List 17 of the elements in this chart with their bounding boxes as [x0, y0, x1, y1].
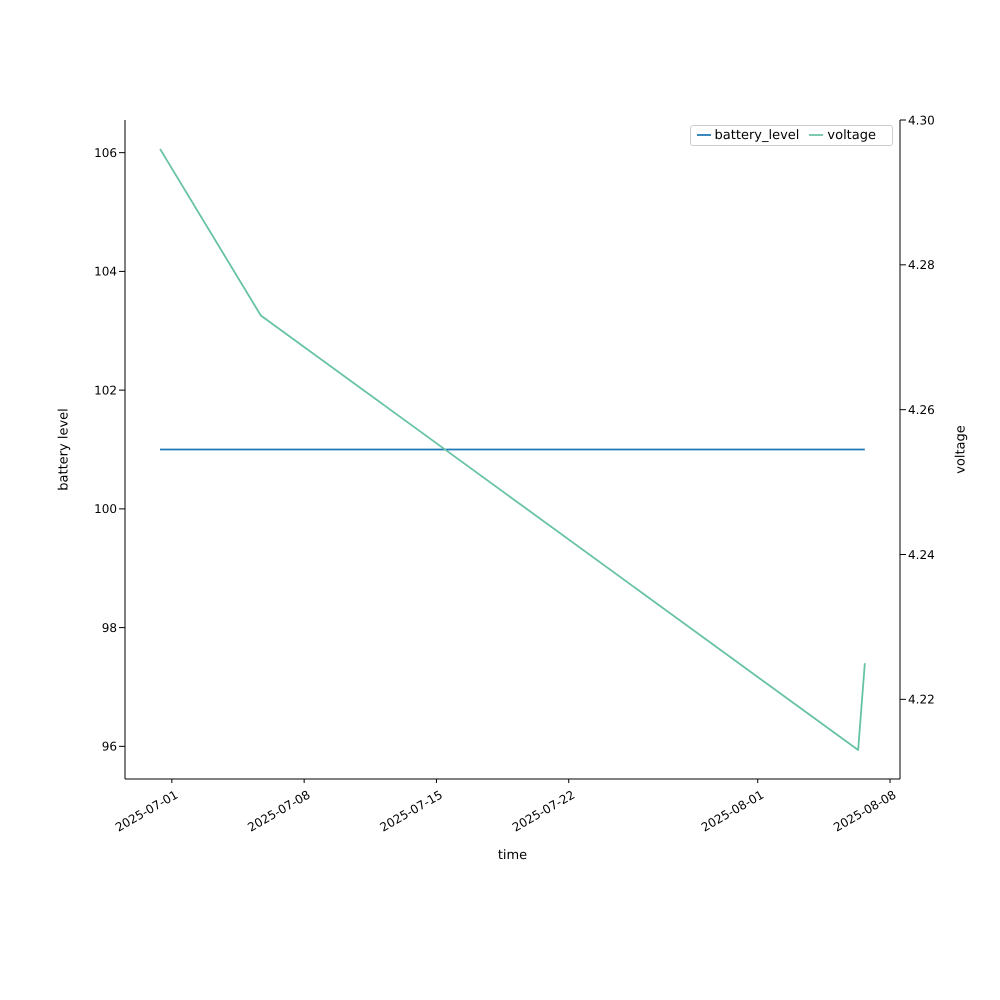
legend-label: voltage — [827, 128, 876, 143]
y-tick-label: 100 — [94, 502, 117, 516]
y-tick-label: 102 — [94, 383, 117, 398]
y2-tick-label: 4.28 — [908, 258, 935, 272]
y-axis-title: battery level — [56, 408, 72, 491]
y2-tick-label: 4.24 — [908, 548, 935, 562]
y-tick-label: 98 — [102, 620, 117, 635]
legend-label: battery_level — [714, 128, 800, 143]
y2-tick-label: 4.30 — [908, 113, 935, 128]
x-axis-title: time — [498, 848, 528, 863]
y-tick-label: 104 — [94, 264, 117, 279]
y2-tick-label: 4.22 — [908, 692, 935, 707]
y2-axis-title: voltage — [954, 425, 969, 474]
y-tick-label: 96 — [102, 740, 117, 754]
y2-tick-label: 4.26 — [908, 402, 935, 417]
line-series — [159, 148, 866, 751]
y-tick-label: 106 — [94, 146, 117, 160]
